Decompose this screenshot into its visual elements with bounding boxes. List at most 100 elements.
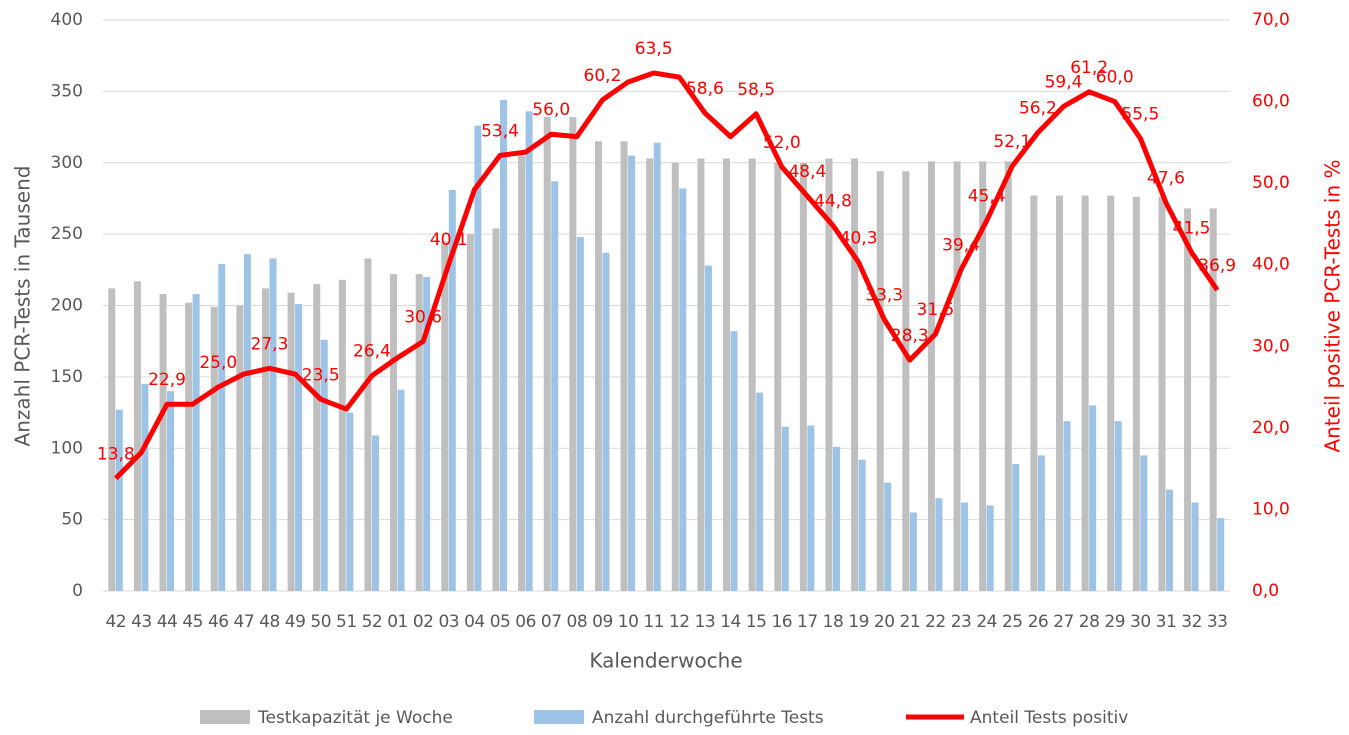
bar [108, 288, 116, 591]
y2-axis-title: Anteil positive PCR-Tests in % [1321, 159, 1345, 452]
x-tick-label: 10 [618, 612, 639, 632]
data-label: 60,0 [1096, 68, 1134, 88]
x-tick-label: 02 [413, 612, 434, 632]
bar [185, 302, 193, 591]
x-tick-label: 23 [951, 612, 972, 632]
bar [1107, 195, 1115, 591]
data-label: 63,5 [635, 39, 673, 59]
bar [295, 304, 303, 591]
bar [269, 258, 277, 591]
legend-swatch [200, 710, 250, 724]
x-tick-label: 19 [848, 612, 869, 632]
bar [961, 502, 969, 591]
y2-tick-label: 10,0 [1252, 499, 1290, 519]
bar [774, 162, 782, 591]
y-tick-label: 400 [51, 10, 83, 30]
x-tick-label: 46 [208, 612, 229, 632]
x-tick-label: 21 [900, 612, 921, 632]
x-tick-label: 48 [259, 612, 280, 632]
x-tick-label: 06 [515, 612, 536, 632]
bar [500, 99, 508, 591]
line [114, 70, 1220, 481]
data-label: 53,4 [481, 121, 519, 141]
bar [748, 158, 756, 591]
bar [338, 279, 346, 591]
bar [927, 161, 935, 591]
y-tick-label: 0 [72, 581, 83, 601]
x-tick-label: 32 [1181, 612, 1202, 632]
data-label: 23,5 [302, 365, 340, 385]
bar [876, 171, 884, 591]
x-tick-label: 29 [1104, 612, 1125, 632]
x-tick-label: 07 [541, 612, 562, 632]
bar [909, 512, 917, 591]
bar [671, 162, 679, 591]
legend-label: Anteil Tests positiv [970, 708, 1128, 728]
bar [704, 265, 712, 591]
y2-tick-label: 40,0 [1252, 255, 1290, 275]
bar [1217, 518, 1225, 591]
data-label: 25,0 [199, 353, 237, 373]
data-label: 56,0 [532, 100, 570, 120]
x-tick-label: 09 [592, 612, 613, 632]
bar [697, 158, 705, 591]
bar [594, 141, 602, 591]
data-label: 61,2 [1070, 58, 1108, 78]
data-label: 58,6 [686, 79, 724, 99]
bar [364, 258, 372, 591]
data-label: 36,9 [1198, 256, 1236, 276]
x-tick-label: 31 [1156, 612, 1177, 632]
bar [167, 391, 175, 591]
bar [466, 234, 474, 591]
y2-tick-label: 0,0 [1252, 581, 1279, 601]
bar [1209, 208, 1217, 591]
bar [756, 392, 764, 591]
bar [218, 264, 226, 591]
bar [679, 188, 687, 591]
bar [1081, 195, 1089, 591]
x-tick-label: 14 [720, 612, 741, 632]
data-label: 47,6 [1147, 169, 1185, 189]
bar [807, 425, 815, 591]
data-label: 48,4 [788, 162, 826, 182]
data-label: 26,4 [353, 342, 391, 362]
x-tick-label: 18 [823, 612, 844, 632]
x-tick-label: 45 [182, 612, 203, 632]
x-tick-label: 52 [362, 612, 383, 632]
bar [653, 142, 661, 591]
y-tick-label: 250 [51, 224, 83, 244]
data-label: 58,5 [737, 80, 775, 100]
bar [320, 339, 328, 591]
data-label: 52,1 [993, 132, 1031, 152]
data-label: 31,5 [917, 300, 955, 320]
bar [243, 254, 251, 592]
y-tick-label: 300 [51, 153, 83, 173]
y-tick-label: 50 [61, 510, 83, 530]
data-label: 40,3 [840, 228, 878, 248]
bar [986, 505, 994, 591]
data-label: 60,2 [584, 66, 622, 86]
x-axis-title: Kalenderwoche [589, 649, 742, 673]
data-label: 13,8 [97, 444, 135, 464]
bar [799, 162, 807, 591]
y-tick-label: 350 [51, 81, 83, 101]
x-tick-label: 13 [695, 612, 716, 632]
bar [141, 384, 149, 591]
bar [858, 459, 866, 591]
x-tick-label: 03 [438, 612, 459, 632]
bar [628, 155, 636, 592]
bar [518, 155, 526, 592]
bar [1012, 463, 1020, 591]
y-tick-label: 150 [51, 367, 83, 387]
y-axis-title: Anzahl PCR-Tests in Tausend [11, 166, 35, 447]
bar [832, 446, 840, 591]
x-tick-label: 22 [925, 612, 946, 632]
bar [492, 228, 500, 592]
bar [210, 306, 218, 591]
bar [620, 141, 628, 591]
bar [397, 389, 405, 591]
y2-tick-label: 60,0 [1252, 92, 1290, 112]
x-tick-label: 08 [567, 612, 588, 632]
data-label: 30,6 [404, 307, 442, 327]
